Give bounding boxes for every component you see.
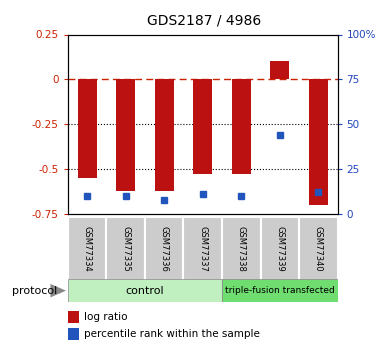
Text: GSM77336: GSM77336 — [160, 226, 169, 272]
Bar — [145, 217, 184, 281]
Text: GSM77338: GSM77338 — [237, 226, 246, 272]
Bar — [193, 79, 212, 175]
Bar — [78, 79, 97, 178]
Bar — [270, 61, 289, 79]
Bar — [106, 217, 145, 281]
Text: GDS2187 / 4986: GDS2187 / 4986 — [147, 14, 261, 28]
Bar — [232, 79, 251, 175]
Text: GSM77335: GSM77335 — [121, 226, 130, 272]
Text: triple-fusion transfected: triple-fusion transfected — [225, 286, 335, 295]
Text: control: control — [126, 286, 164, 296]
Bar — [299, 217, 338, 281]
Polygon shape — [50, 284, 66, 297]
Bar — [116, 79, 135, 190]
Bar — [309, 79, 328, 205]
Text: GSM77334: GSM77334 — [83, 226, 92, 272]
Bar — [154, 79, 174, 190]
Text: percentile rank within the sample: percentile rank within the sample — [84, 329, 260, 339]
Bar — [222, 279, 338, 302]
Text: GSM77339: GSM77339 — [275, 226, 284, 272]
Bar — [68, 279, 222, 302]
Text: protocol: protocol — [12, 286, 57, 296]
Bar — [184, 217, 222, 281]
Bar — [68, 217, 106, 281]
Bar — [68, 328, 79, 340]
Bar — [260, 217, 299, 281]
Bar — [68, 310, 79, 323]
Text: GSM77340: GSM77340 — [314, 226, 323, 272]
Text: log ratio: log ratio — [84, 312, 128, 322]
Text: GSM77337: GSM77337 — [198, 226, 207, 272]
Bar — [222, 217, 260, 281]
